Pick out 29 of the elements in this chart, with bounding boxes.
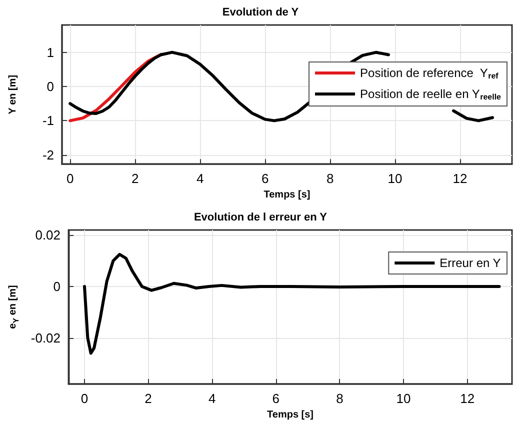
x-tick-label: 12 xyxy=(452,171,468,186)
x-tick-label: 6 xyxy=(261,171,269,186)
chart-title: Evolution de l erreur en Y xyxy=(194,212,328,224)
x-tick-label: 8 xyxy=(326,171,334,186)
x-tick-label: 2 xyxy=(144,391,152,406)
chart-title: Evolution de Y xyxy=(222,6,300,18)
x-tick-label: 10 xyxy=(396,391,411,406)
y-tick-label: 0.02 xyxy=(35,228,61,243)
y-tick-label: -2 xyxy=(42,147,54,162)
x-tick-label: 6 xyxy=(272,391,280,406)
y-tick-label: 0 xyxy=(46,79,54,94)
line-series xyxy=(82,252,501,355)
x-tick-label: 8 xyxy=(336,391,344,406)
x-tick-label: 2 xyxy=(131,171,139,186)
y-axis-title: eY en [m] xyxy=(8,285,20,329)
x-tick-label: 4 xyxy=(208,391,216,406)
x-tick-label: 0 xyxy=(66,171,74,186)
y-tick-label: 0 xyxy=(53,278,61,294)
x-tick-label: 4 xyxy=(196,171,204,186)
x-tick-label: 10 xyxy=(388,171,402,186)
x-axis-title: Temps [s] xyxy=(264,190,310,200)
y-tick-label: -1 xyxy=(42,113,54,128)
x-tick-label: 0 xyxy=(80,391,88,406)
y-tick-label: 1 xyxy=(46,44,54,60)
x-axis-title: Temps [s] xyxy=(267,409,314,420)
x-tick-label: 12 xyxy=(460,391,475,406)
y-axis-title: Y en [m] xyxy=(8,74,18,114)
y-tick-label: -0.02 xyxy=(30,330,61,346)
legend-label: Erreur en Y xyxy=(440,256,501,270)
